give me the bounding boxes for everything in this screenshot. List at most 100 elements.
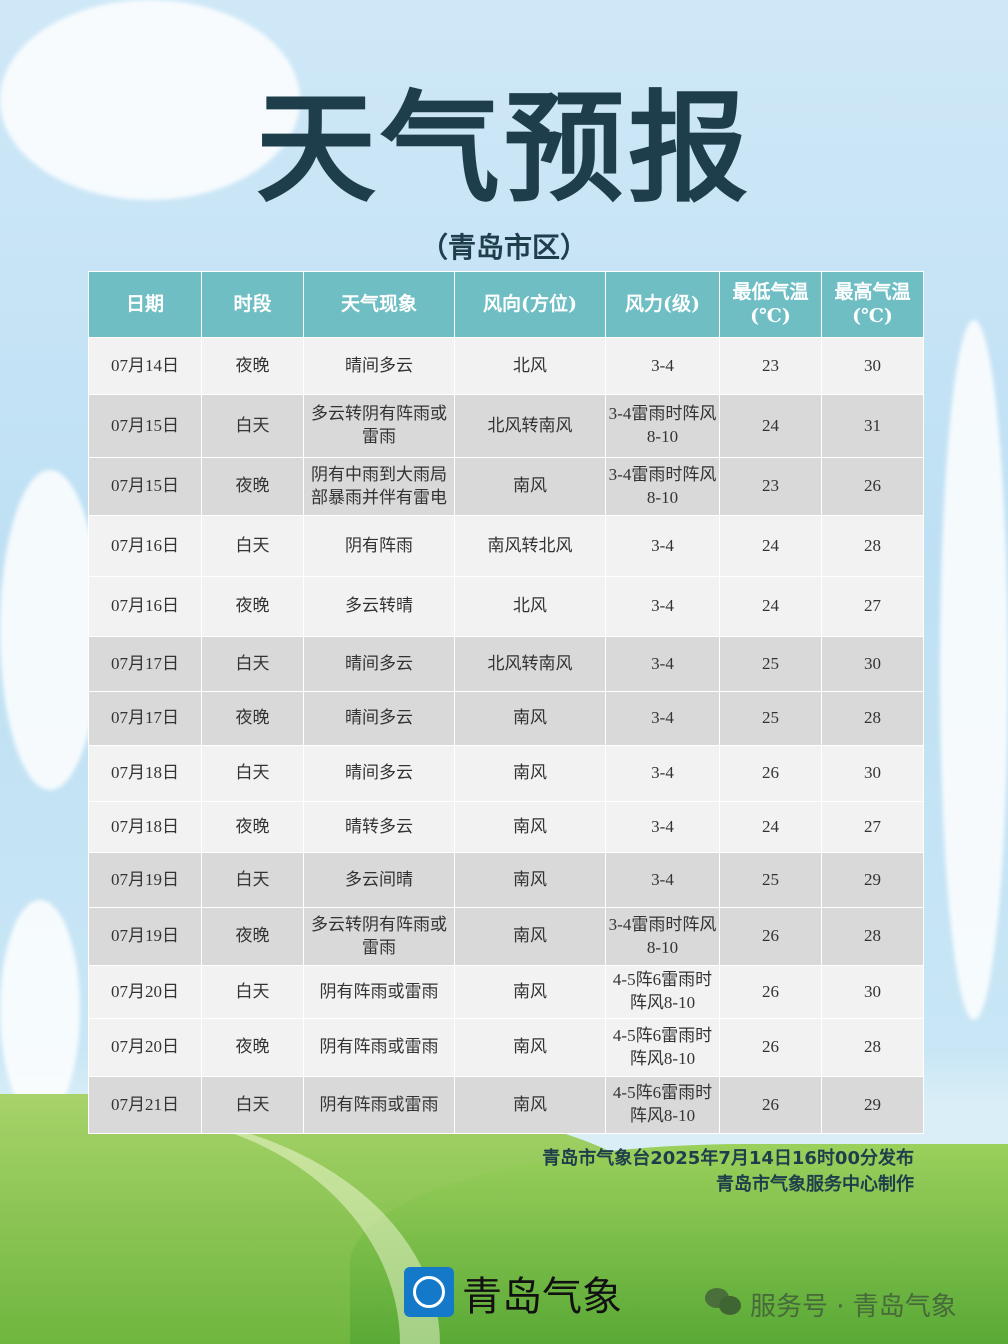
cell-period: 夜晚 [201, 801, 304, 853]
cell-min-temp: 24 [719, 394, 822, 458]
header-date: 日期 [88, 271, 202, 338]
cell-date: 07月16日 [88, 515, 202, 577]
table-row: 07月16日 夜晚 多云转晴 北风 3-4 24 27 [88, 576, 924, 637]
header-wind-force: 风力(级) [605, 271, 720, 338]
issuer-info: 青岛市气象台2025年7月14日16时00分发布 青岛市气象服务中心制作 [88, 1146, 914, 1198]
cell-weather: 多云转晴 [303, 576, 455, 637]
cell-wind-force: 3-4 [605, 576, 720, 637]
cell-wind-direction: 北风 [454, 337, 606, 395]
table-row: 07月17日 夜晚 晴间多云 南风 3-4 25 28 [88, 691, 924, 746]
background-cloud [0, 0, 300, 200]
cell-period: 白天 [201, 636, 304, 692]
cell-max-temp: 28 [821, 691, 924, 746]
cell-wind-force: 3-4 [605, 515, 720, 577]
cell-date: 07月20日 [88, 1018, 202, 1077]
background-cloud [0, 470, 100, 790]
header-weather: 天气现象 [303, 271, 455, 338]
cell-min-temp: 25 [719, 852, 822, 908]
cell-wind-direction: 南风 [454, 852, 606, 908]
header-wind-direction: 风向(方位) [454, 271, 606, 338]
cell-wind-force: 3-4雷雨时阵风8-10 [605, 394, 720, 458]
cell-wind-force: 3-4 [605, 636, 720, 692]
table-row: 07月15日 白天 多云转阴有阵雨或雷雨 北风转南风 3-4雷雨时阵风8-10 24 31 [88, 394, 924, 458]
cell-date: 07月17日 [88, 691, 202, 746]
cell-date: 07月20日 [88, 965, 202, 1019]
cell-wind-force: 3-4 [605, 337, 720, 395]
wechat-icon [705, 1288, 741, 1316]
table-row: 07月16日 白天 阴有阵雨 南风转北风 3-4 24 28 [88, 515, 924, 577]
cell-wind-direction: 南风 [454, 1018, 606, 1077]
cell-max-temp: 26 [821, 457, 924, 516]
cell-wind-direction: 北风转南风 [454, 394, 606, 458]
table-row: 07月15日 夜晚 阴有中雨到大雨局部暴雨并伴有雷电 南风 3-4雷雨时阵风8-10 23… [88, 457, 924, 516]
cell-wind-direction: 南风 [454, 1076, 606, 1134]
cell-max-temp: 30 [821, 965, 924, 1019]
table-row: 07月20日 夜晚 阴有阵雨或雷雨 南风 4-5阵6雷雨时阵风8-10 26 28 [88, 1018, 924, 1077]
cell-date: 07月19日 [88, 852, 202, 908]
table-row: 07月19日 夜晚 多云转阴有阵雨或雷雨 南风 3-4雷雨时阵风8-10 26 28 [88, 907, 924, 966]
cell-date: 07月15日 [88, 394, 202, 458]
page-title: 天气预报 [256, 80, 752, 219]
cell-date: 07月18日 [88, 801, 202, 853]
cell-max-temp: 29 [821, 852, 924, 908]
issuer-line-1: 青岛市气象台2025年7月14日16时00分发布 [542, 1148, 914, 1169]
cell-wind-force: 3-4 [605, 691, 720, 746]
cell-period: 白天 [201, 965, 304, 1019]
cell-min-temp: 24 [719, 801, 822, 853]
cell-weather: 晴间多云 [303, 745, 455, 802]
cell-period: 夜晚 [201, 1018, 304, 1077]
cell-wind-direction: 北风 [454, 576, 606, 637]
cell-weather: 阴有中雨到大雨局部暴雨并伴有雷电 [303, 457, 455, 516]
cell-min-temp: 26 [719, 1018, 822, 1077]
cell-period: 白天 [201, 852, 304, 908]
cell-wind-direction: 南风 [454, 907, 606, 966]
cell-min-temp: 25 [719, 691, 822, 746]
cell-weather: 阴有阵雨或雷雨 [303, 1018, 455, 1077]
cell-weather: 阴有阵雨 [303, 515, 455, 577]
logo-text: 青岛气象 [462, 1274, 622, 1320]
cell-wind-direction: 南风 [454, 457, 606, 516]
cell-min-temp: 23 [719, 337, 822, 395]
header-max-temp: 最高气温 (℃) [821, 271, 924, 338]
cell-wind-direction: 北风转南风 [454, 636, 606, 692]
table-row: 07月14日 夜晚 晴间多云 北风 3-4 23 30 [88, 337, 924, 395]
cell-wind-force: 4-5阵6雷雨时阵风8-10 [605, 1018, 720, 1077]
cell-date: 07月17日 [88, 636, 202, 692]
forecast-table: 日期 时段 天气现象 风向(方位) 风力(级) 最低气温 (℃) 最高气温 (℃) 07月1… [88, 271, 924, 1134]
cell-wind-direction: 南风 [454, 801, 606, 853]
cell-weather: 阴有阵雨或雷雨 [303, 965, 455, 1019]
cell-max-temp: 27 [821, 801, 924, 853]
cell-max-temp: 30 [821, 636, 924, 692]
cell-weather: 多云间晴 [303, 852, 455, 908]
table-row: 07月18日 夜晚 晴转多云 南风 3-4 24 27 [88, 801, 924, 853]
cell-max-temp: 29 [821, 1076, 924, 1134]
cell-min-temp: 26 [719, 1076, 822, 1134]
cell-max-temp: 30 [821, 337, 924, 395]
cell-period: 白天 [201, 1076, 304, 1134]
cell-min-temp: 24 [719, 515, 822, 577]
header-min-temp: 最低气温 (℃) [719, 271, 822, 338]
cell-max-temp: 31 [821, 394, 924, 458]
service-account-text: 服务号 · 青岛气象 [750, 1292, 957, 1322]
header-period: 时段 [201, 271, 304, 338]
cell-wind-force: 4-5阵6雷雨时阵风8-10 [605, 1076, 720, 1134]
cell-min-temp: 24 [719, 576, 822, 637]
cell-wind-force: 3-4雷雨时阵风8-10 [605, 457, 720, 516]
cell-min-temp: 26 [719, 745, 822, 802]
cell-date: 07月16日 [88, 576, 202, 637]
issuer-line-2: 青岛市气象服务中心制作 [716, 1174, 914, 1195]
cell-period: 白天 [201, 745, 304, 802]
cell-period: 夜晚 [201, 691, 304, 746]
cell-max-temp: 30 [821, 745, 924, 802]
cell-period: 白天 [201, 515, 304, 577]
background-cloud [940, 320, 1008, 1020]
cell-weather: 晴转多云 [303, 801, 455, 853]
cell-date: 07月15日 [88, 457, 202, 516]
table-row: 07月19日 白天 多云间晴 南风 3-4 25 29 [88, 852, 924, 908]
cell-weather: 晴间多云 [303, 337, 455, 395]
cell-weather: 晴间多云 [303, 636, 455, 692]
background-cloud [0, 900, 80, 1120]
cell-period: 白天 [201, 394, 304, 458]
cell-date: 07月21日 [88, 1076, 202, 1134]
cell-wind-force: 4-5阵6雷雨时阵风8-10 [605, 965, 720, 1019]
